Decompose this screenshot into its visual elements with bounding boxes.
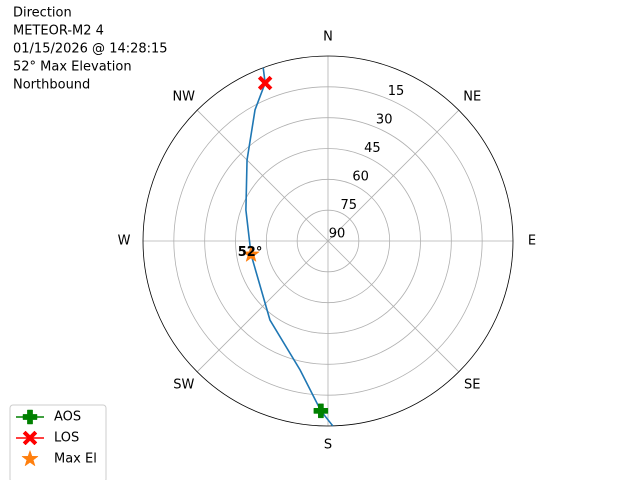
- theta-tick-label: N: [323, 30, 333, 45]
- theta-tick-label: S: [324, 438, 332, 453]
- title-line: METEOR-M2 4: [13, 24, 104, 39]
- title-line: Direction: [13, 6, 72, 21]
- legend-marker: [22, 409, 38, 425]
- value-label: 52°: [238, 245, 263, 260]
- plus-marker: [313, 403, 329, 419]
- track-line: [245, 67, 334, 427]
- legend-marker: [21, 449, 39, 467]
- legend-label: Max El: [54, 452, 97, 467]
- r-tick-label: 15: [388, 84, 405, 99]
- theta-tick-label: W: [118, 234, 131, 249]
- grid-spoke: [196, 240, 329, 373]
- legend: AOS LOS Max El: [9, 404, 107, 480]
- legend-marker: [22, 430, 38, 446]
- theta-tick-label: NE: [463, 89, 481, 104]
- theta-tick-label: NW: [172, 89, 195, 104]
- star-marker: [242, 245, 260, 263]
- grid-spoke: [196, 109, 329, 242]
- x-marker: [257, 75, 273, 91]
- legend-label: LOS: [54, 431, 79, 446]
- r-tick-label: 60: [352, 170, 369, 185]
- plot-frame: [142, 55, 514, 427]
- title-line: Northbound: [13, 78, 90, 93]
- legend-label: AOS: [54, 410, 81, 425]
- theta-tick-label: SE: [464, 378, 480, 393]
- theta-tick-label: E: [528, 234, 536, 249]
- r-tick-label: 90: [329, 227, 346, 242]
- grid-spoke: [327, 240, 460, 373]
- title-line: 52° Max Elevation: [13, 60, 132, 75]
- legend-box: [9, 404, 107, 480]
- r-tick-label: 75: [341, 198, 358, 213]
- grid-spoke: [327, 109, 460, 242]
- r-tick-label: 45: [364, 141, 381, 156]
- theta-tick-label: SW: [173, 378, 194, 393]
- title-line: 01/15/2026 @ 14:28:15: [13, 42, 168, 57]
- r-tick-label: 30: [376, 113, 393, 128]
